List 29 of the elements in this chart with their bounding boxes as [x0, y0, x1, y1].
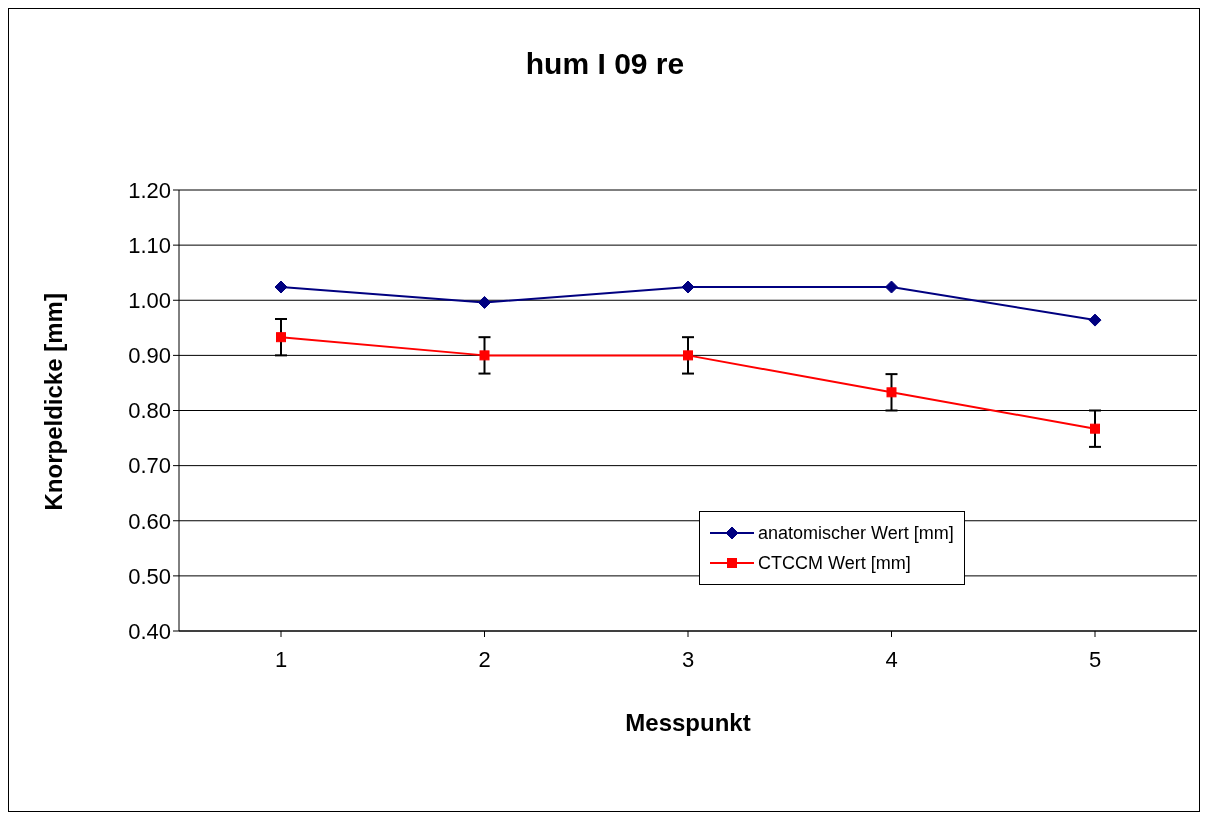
point	[683, 350, 693, 361]
y-tick-label: 0.80	[128, 398, 171, 424]
point	[1090, 423, 1100, 434]
x-tick-label: 4	[885, 646, 898, 672]
x-axis-title: Messpunkt	[625, 709, 751, 736]
y-tick-label: 0.70	[128, 453, 171, 479]
y-tick-label: 0.60	[128, 508, 171, 534]
y-tick-label: 1.20	[128, 177, 171, 203]
point	[479, 350, 490, 361]
y-tick-label: 1.00	[128, 288, 171, 314]
y-axis-title: Knorpeldicke [mm]	[39, 293, 67, 511]
point	[274, 280, 288, 294]
point	[276, 332, 286, 343]
y-tick-label: 0.40	[128, 618, 171, 644]
legend-label: anatomischer Wert [mm]	[758, 522, 954, 544]
point	[886, 387, 897, 398]
point	[885, 280, 898, 294]
point	[1088, 313, 1102, 327]
point	[478, 295, 491, 309]
x-tick-label: 1	[274, 646, 288, 672]
y-tick-label: 0.50	[128, 563, 171, 589]
point	[681, 280, 695, 294]
y-tick-label: 0.90	[128, 343, 171, 369]
chart-title: hum I 09 re	[524, 47, 686, 81]
legend-label: CTCCM Wert [mm]	[758, 552, 911, 574]
y-tick-label: 1.10	[128, 232, 171, 258]
x-tick-label: 2	[478, 646, 491, 672]
x-tick-label: 5	[1088, 646, 1102, 672]
x-tick-label: 3	[681, 646, 695, 672]
